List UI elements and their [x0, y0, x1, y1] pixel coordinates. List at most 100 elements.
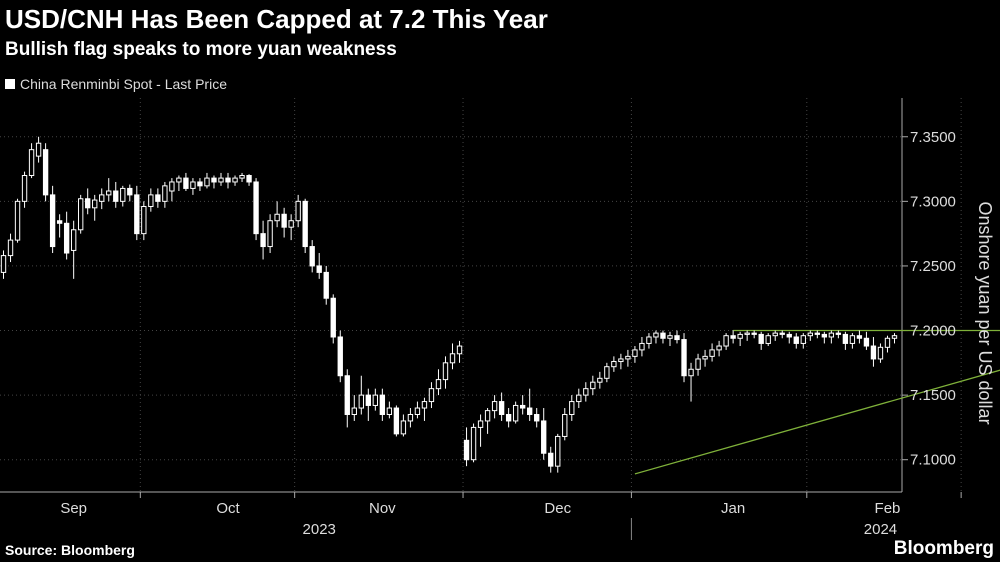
candle-body-up [611, 361, 617, 368]
candle-body-down [674, 335, 680, 341]
candle [583, 382, 589, 402]
candle-body-up [141, 206, 147, 235]
candle [562, 408, 568, 441]
candle [498, 392, 505, 421]
candle [435, 369, 442, 396]
candle [505, 408, 512, 428]
grid-lines [0, 98, 962, 492]
candle-body-down [505, 413, 512, 422]
candle [63, 211, 70, 260]
candle [737, 331, 743, 347]
x-month-label: Feb [875, 500, 901, 517]
candle [765, 333, 771, 347]
candle [835, 330, 842, 339]
candle [344, 369, 350, 428]
candle [225, 172, 231, 189]
candle [463, 427, 470, 467]
candle [611, 356, 617, 372]
candle [891, 333, 898, 344]
candle [653, 330, 659, 344]
candle [674, 330, 680, 344]
candle [491, 395, 498, 419]
candle-body-up [618, 358, 624, 363]
y-tick-label: 7.2500 [910, 258, 956, 275]
candle-body-down [730, 335, 736, 339]
candle-body-down [534, 413, 540, 422]
candle-body-up [218, 177, 224, 183]
legend-swatch [5, 79, 15, 89]
candle-body-down [365, 394, 371, 406]
chart-legend: China Renminbi Spot - Last Price [5, 76, 227, 92]
candle-body-up [849, 335, 856, 344]
candle [555, 433, 561, 473]
candle [274, 201, 280, 228]
candle [120, 185, 126, 207]
candle-body-down [63, 222, 70, 254]
candle [85, 188, 91, 215]
candle-body-up [0, 255, 7, 273]
candle [470, 423, 477, 463]
candle [793, 333, 799, 349]
candle [786, 331, 792, 344]
y-tick-label: 7.3500 [910, 129, 956, 146]
x-year-label: 2024 [864, 521, 897, 538]
candle-body-down [519, 404, 526, 409]
candle-body-down [134, 194, 140, 235]
candle [393, 405, 400, 437]
candle [379, 388, 386, 421]
candle [155, 188, 161, 208]
candle-body-up [737, 333, 743, 339]
candle-body-up [295, 200, 301, 222]
candle [863, 331, 870, 350]
candle [730, 330, 736, 344]
candle [372, 388, 379, 411]
candle-body-up [7, 239, 14, 257]
candle-body-up [92, 199, 98, 209]
candle [758, 331, 764, 350]
candle-body-down [793, 336, 799, 344]
candle [351, 395, 357, 421]
candle-body-up [428, 388, 435, 403]
candle-body-up [555, 435, 561, 467]
candle-body-down [127, 187, 133, 196]
candle [337, 330, 343, 383]
candle-body-up [169, 181, 175, 192]
candle [204, 172, 210, 189]
candle-body-down [225, 177, 231, 183]
candle-body-down [260, 233, 266, 248]
candle-body-down [323, 271, 329, 299]
candle-body-down [463, 439, 470, 461]
candle [548, 446, 554, 473]
candle [449, 343, 456, 370]
candle-body-up [569, 401, 575, 415]
candle [723, 333, 729, 350]
x-month-label: Sep [60, 500, 87, 517]
candle [239, 172, 245, 182]
candle [849, 333, 856, 349]
candle [330, 294, 336, 344]
candle-body-up [190, 181, 196, 189]
candle [541, 408, 547, 460]
candle [218, 172, 224, 186]
candle-body-down [253, 181, 259, 235]
candle-body-up [807, 332, 813, 337]
candle [288, 214, 294, 241]
x-month-label: Nov [369, 500, 396, 517]
candle [527, 388, 533, 421]
candle-body-up [442, 362, 449, 381]
candle [295, 194, 301, 228]
candle [667, 331, 673, 347]
candle-body-up [512, 404, 519, 422]
candle-body-up [583, 388, 589, 396]
candle [842, 331, 849, 350]
candle-body-up [723, 335, 729, 347]
candle-body-up [765, 335, 771, 344]
y-tick-label: 7.1500 [910, 387, 956, 404]
candle-body-down [814, 332, 820, 335]
candle [646, 333, 652, 349]
candle-body-up [688, 368, 694, 377]
candle [365, 388, 371, 421]
candle-body-up [288, 220, 294, 228]
candle [281, 207, 287, 238]
candle-body-down [527, 407, 533, 415]
